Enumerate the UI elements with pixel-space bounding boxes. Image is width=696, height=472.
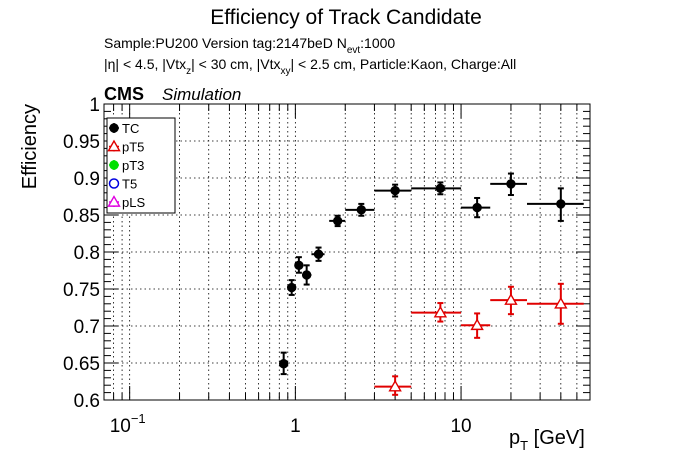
chart-title: Efficiency of Track Candidate (210, 6, 482, 29)
y-axis-label: Efficiency (19, 104, 41, 189)
data-point (390, 185, 400, 196)
x-tick-label: 1 (290, 416, 301, 437)
x-tick-label: 10−1 (110, 411, 146, 437)
data-point (356, 205, 367, 215)
data-point (506, 179, 516, 189)
y-tick-label: 0.75 (63, 280, 100, 301)
series-pT5 (374, 282, 584, 396)
legend-label-pT3: pT3 (122, 158, 144, 173)
data-point (388, 379, 402, 392)
x-tick-label-base: 10 (110, 416, 131, 437)
y-tick-label: 0.9 (74, 169, 100, 190)
cms-label: CMS (104, 84, 144, 104)
simulation-label: Simulation (162, 85, 241, 104)
y-tick-label: 0.7 (74, 317, 100, 338)
chart-subtitle-cuts: |η| < 4.5, |Vtxz| < 30 cm, |Vtxxy| < 2.5… (104, 56, 516, 77)
data-point (332, 216, 343, 226)
x-tick-labels: 10−1 1 10 (110, 411, 472, 437)
legend-marker (109, 123, 119, 133)
data-point (286, 282, 297, 293)
data-point (294, 260, 304, 271)
y-tick-label: 0.65 (63, 354, 100, 375)
y-tick-label: 1 (89, 95, 100, 116)
x-tick-label-base: 1 (290, 416, 301, 437)
legend-marker (107, 139, 121, 152)
data-point (313, 249, 324, 259)
y-tick-label: 0.85 (63, 206, 100, 227)
data-point (433, 305, 448, 318)
legend-label-pT5: pT5 (122, 140, 144, 155)
x-tick-label-base: 10 (450, 416, 471, 437)
data-point (435, 183, 446, 194)
data-point (554, 296, 568, 309)
legend-marker (108, 178, 120, 189)
data-point (472, 202, 482, 213)
legend-marker (109, 160, 119, 170)
legend: TC pT5 pT3 T5 pLS (106, 117, 176, 214)
y-tick-labels: 0.6 0.65 0.7 0.75 0.8 0.85 0.9 0.95 1 (63, 95, 100, 412)
x-tick-label-exp: −1 (131, 411, 146, 426)
series-TC (278, 172, 584, 376)
legend-label-T5: T5 (122, 177, 137, 192)
data-point (278, 359, 289, 369)
chart-subtitle-sample: Sample:PU200 Version tag:2147beD Nevt:10… (104, 35, 395, 56)
y-tick-label: 0.6 (74, 391, 100, 412)
data-point (556, 199, 566, 209)
legend-label-TC: TC (122, 121, 139, 136)
x-axis-label: pT [GeV] (509, 427, 585, 453)
data-point (504, 293, 518, 305)
y-tick-label: 0.95 (63, 132, 100, 153)
legend-marker (107, 195, 121, 207)
data-point (470, 318, 484, 331)
x-tick-label: 10 (450, 416, 471, 437)
legend-label-pLS: pLS (122, 195, 145, 210)
data-points (278, 172, 584, 396)
y-tick-label: 0.8 (74, 243, 100, 264)
data-point (301, 270, 312, 280)
grid (104, 104, 590, 400)
